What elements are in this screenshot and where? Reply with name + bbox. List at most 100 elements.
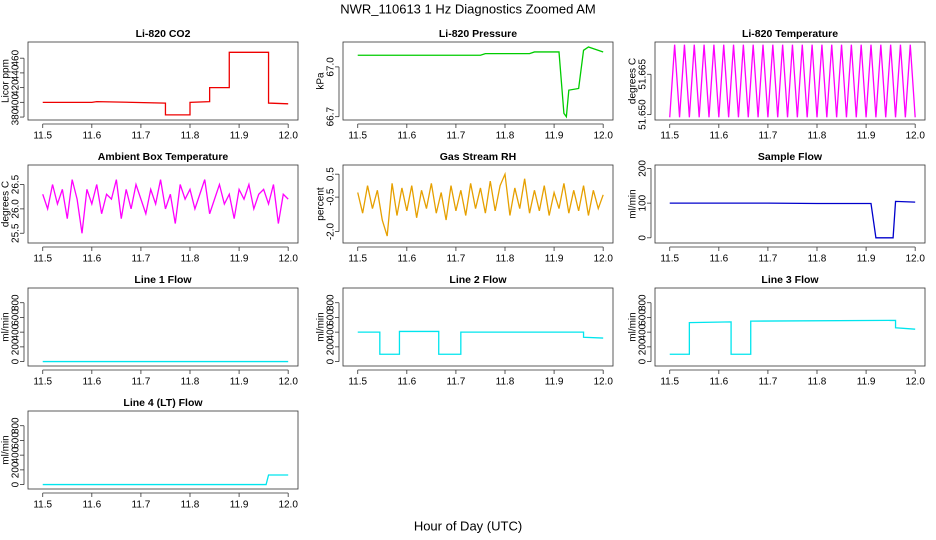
- x-tick-label: 11.8: [808, 131, 827, 142]
- x-tick-label: 11.5: [348, 131, 367, 142]
- y-tick-label: 400: [11, 94, 22, 111]
- y-tick-label: 0: [638, 358, 649, 364]
- x-tick-label: 12.0: [905, 131, 925, 142]
- x-tick-label: 11.8: [808, 254, 827, 265]
- y-tick-label: 600: [638, 309, 649, 326]
- y-axis-label: degrees C: [1, 181, 12, 227]
- x-tick-label: 11.5: [33, 131, 52, 142]
- x-tick-label: 11.6: [709, 131, 728, 142]
- data-line: [669, 44, 916, 118]
- y-axis-label: kPa: [316, 72, 327, 90]
- plot-frame: [27, 164, 299, 244]
- x-tick-label: 11.8: [181, 131, 200, 142]
- x-tick-label: 11.9: [857, 377, 876, 388]
- y-tick-label: 51.650: [638, 99, 649, 130]
- panel-title: Line 2 Flow: [449, 274, 507, 286]
- data-line: [42, 51, 289, 116]
- y-tick-label: 200: [326, 338, 337, 355]
- x-tick-label: 11.5: [33, 254, 52, 265]
- y-tick-label: 420: [11, 79, 22, 96]
- x-tick-label: 11.5: [660, 377, 679, 388]
- x-tick-label: 11.9: [230, 131, 249, 142]
- x-tick-label: 11.8: [496, 377, 515, 388]
- plot-frame: [342, 287, 614, 367]
- y-tick-label: 460: [11, 49, 22, 66]
- x-tick-label: 12.0: [593, 377, 613, 388]
- plot-frame: [27, 287, 299, 367]
- x-tick-label: 11.7: [132, 254, 151, 265]
- x-tick-label: 11.9: [545, 377, 564, 388]
- x-tick-label: 11.9: [230, 377, 249, 388]
- x-tick-label: 11.7: [447, 377, 466, 388]
- x-tick-label: 11.7: [132, 131, 151, 142]
- x-tick-label: 11.5: [660, 131, 679, 142]
- x-tick-label: 11.6: [82, 131, 101, 142]
- y-tick-label: 200: [11, 461, 22, 478]
- y-axis-label: ml/min: [316, 312, 327, 341]
- y-axis-label: percent: [316, 187, 327, 221]
- y-tick-label: 800: [11, 417, 22, 434]
- x-tick-label: 11.5: [33, 500, 52, 511]
- data-line: [357, 171, 604, 237]
- panel-title: Li-820 Temperature: [742, 28, 838, 40]
- plot-frame: [654, 287, 926, 367]
- data-line: [357, 46, 604, 119]
- y-tick-label: 800: [11, 294, 22, 311]
- panel-title: Gas Stream RH: [440, 151, 516, 163]
- x-tick-label: 12.0: [593, 254, 613, 265]
- y-tick-label: 51.665: [638, 59, 649, 90]
- panel-title: Li-820 Pressure: [439, 28, 517, 40]
- x-tick-label: 11.7: [447, 131, 466, 142]
- x-tick-label: 11.8: [181, 377, 200, 388]
- y-tick-label: 440: [11, 64, 22, 81]
- x-tick-label: 11.6: [82, 254, 101, 265]
- x-tick-label: 11.6: [82, 500, 101, 511]
- y-axis-label: ml/min: [1, 312, 12, 341]
- y-axis-label: degrees C: [628, 58, 639, 104]
- x-tick-label: 11.6: [397, 377, 416, 388]
- x-tick-label: 12.0: [905, 254, 925, 265]
- y-tick-label: 0: [11, 481, 22, 487]
- data-line: [42, 179, 289, 234]
- plot-frame: [654, 164, 926, 244]
- plot-frame: [27, 410, 299, 490]
- y-axis-label: Licor ppm: [1, 59, 12, 103]
- y-tick-label: 600: [326, 309, 337, 326]
- x-tick-label: 11.6: [82, 377, 101, 388]
- panel-title: Line 1 Flow: [134, 274, 192, 286]
- x-tick-label: 11.8: [496, 254, 515, 265]
- y-axis-label: ml/min: [628, 189, 639, 218]
- y-tick-label: 0.5: [326, 167, 337, 181]
- data-line: [669, 319, 916, 355]
- y-tick-label: 100: [638, 194, 649, 211]
- x-tick-label: 11.7: [759, 131, 778, 142]
- y-tick-label: 0: [326, 358, 337, 364]
- plot-frame: [342, 41, 614, 121]
- data-line: [357, 330, 604, 355]
- x-tick-label: 12.0: [278, 500, 298, 511]
- panel-title: Line 4 (LT) Flow: [123, 397, 203, 409]
- x-tick-label: 11.5: [348, 377, 367, 388]
- chart-title: NWR_110613 1 Hz Diagnostics Zoomed AM: [340, 1, 596, 16]
- x-axis-label: Hour of Day (UTC): [414, 518, 522, 533]
- y-tick-label: 0: [11, 358, 22, 364]
- x-tick-label: 11.7: [759, 377, 778, 388]
- x-tick-label: 11.7: [759, 254, 778, 265]
- x-tick-label: 11.7: [447, 254, 466, 265]
- x-tick-label: 11.5: [348, 254, 367, 265]
- y-tick-label: 400: [326, 323, 337, 340]
- x-tick-label: 11.9: [230, 500, 249, 511]
- x-tick-label: 11.6: [397, 254, 416, 265]
- x-tick-label: 11.9: [857, 254, 876, 265]
- y-tick-label: 800: [638, 294, 649, 311]
- x-tick-label: 11.5: [660, 254, 679, 265]
- data-line: [669, 200, 916, 239]
- x-tick-label: 12.0: [278, 377, 298, 388]
- plot-frame: [342, 164, 614, 244]
- x-tick-label: 12.0: [278, 254, 298, 265]
- y-tick-label: 67.0: [326, 57, 337, 77]
- y-tick-label: -2.0: [326, 222, 337, 240]
- x-tick-label: 11.6: [397, 131, 416, 142]
- x-tick-label: 11.7: [132, 377, 151, 388]
